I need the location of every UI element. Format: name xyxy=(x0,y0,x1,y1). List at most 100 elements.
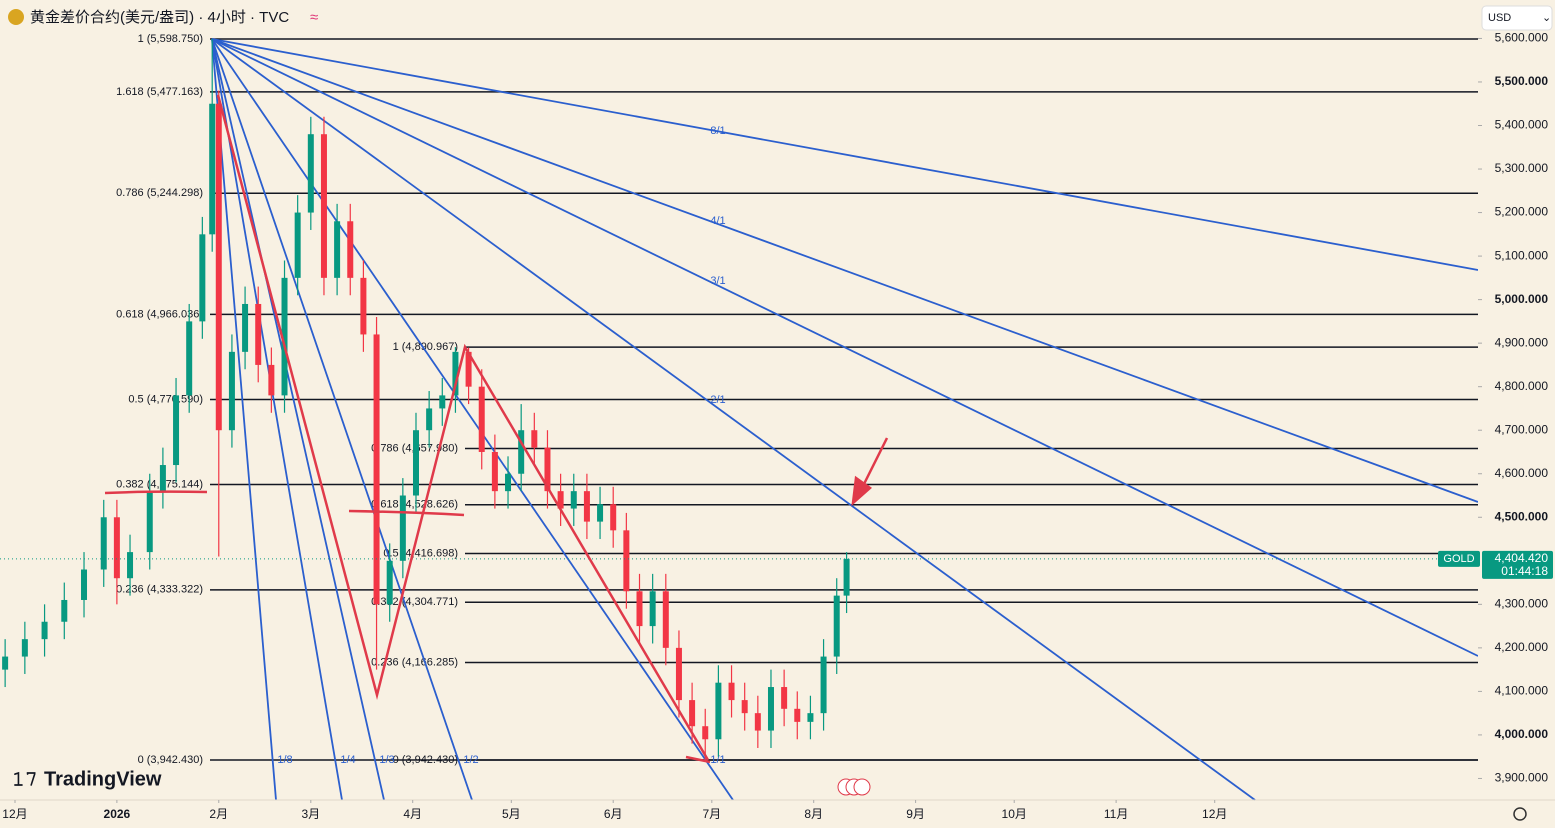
gann-label: 2/1 xyxy=(710,394,725,406)
candle-body xyxy=(794,708,801,722)
gann-label: 1/3 xyxy=(379,754,394,766)
candle-body xyxy=(843,558,850,596)
fib-label: 0 (3,942.430) xyxy=(393,754,458,766)
gann-label: 1/1 xyxy=(710,754,725,766)
candle-body xyxy=(767,687,774,731)
candle-body xyxy=(334,221,341,278)
y-tick-label: 4,500.000 xyxy=(1495,509,1549,523)
symbol-tag-label: GOLD xyxy=(1443,553,1474,565)
fib-label: 1.618 (5,477.163) xyxy=(116,86,203,98)
candle-body xyxy=(255,303,262,365)
candle-body xyxy=(675,647,682,701)
gann-label: 1/4 xyxy=(340,754,355,766)
settings-icon[interactable] xyxy=(1513,807,1527,821)
candle-body xyxy=(754,713,761,731)
fib-label: 0.236 (4,166.285) xyxy=(371,656,458,668)
fib-label: 1 (5,598.750) xyxy=(138,33,203,45)
candle-body xyxy=(242,303,249,352)
candle-body xyxy=(610,504,617,531)
fib-label: 0.382 (4,304.771) xyxy=(371,596,458,608)
gann-line xyxy=(211,38,385,801)
x-tick-label: 6月 xyxy=(604,807,623,821)
candle-body xyxy=(662,591,669,648)
red-zigzag xyxy=(216,94,710,761)
candle-body xyxy=(113,517,120,579)
currency-select[interactable] xyxy=(1481,5,1553,31)
candle-body xyxy=(728,682,735,701)
x-tick-label: 10月 xyxy=(1002,807,1027,821)
candle-body xyxy=(209,103,216,235)
candle-body xyxy=(360,277,367,335)
arrow xyxy=(860,437,889,489)
candle-body xyxy=(807,713,814,722)
candle-body xyxy=(518,430,525,474)
candle-body xyxy=(531,430,538,448)
y-tick-label: 4,700.000 xyxy=(1495,422,1549,436)
candle-body xyxy=(281,277,288,396)
fib-label: 0.5 (4,770.590) xyxy=(128,393,203,405)
candle-body xyxy=(715,682,722,740)
red-mark xyxy=(104,490,208,495)
x-tick-label: 8月 xyxy=(804,807,823,821)
fib-label: 0 (3,942.430) xyxy=(138,754,203,766)
candle-body xyxy=(173,395,180,466)
candle-body xyxy=(689,700,696,727)
candle-body xyxy=(199,234,206,322)
x-tick-label: 2月 xyxy=(209,807,228,821)
x-tick-label: 4月 xyxy=(403,807,422,821)
gann-line xyxy=(211,38,1256,801)
gann-label: 1/8 xyxy=(277,754,292,766)
candle-body xyxy=(347,221,354,278)
gann-label: 3/1 xyxy=(710,275,725,287)
candle-body xyxy=(544,447,551,492)
gann-label: 4/1 xyxy=(710,215,725,227)
candle-body xyxy=(505,473,512,492)
candle-body xyxy=(597,504,604,522)
x-tick-label: 7月 xyxy=(702,807,721,821)
brand: TradingView xyxy=(44,768,162,790)
gann-line xyxy=(211,38,734,801)
x-tick-label: 11月 xyxy=(1104,807,1128,821)
x-tick-label: 9月 xyxy=(906,807,925,821)
y-tick-label: 5,200.000 xyxy=(1495,205,1549,219)
dropdown-icon[interactable]: ⌄ xyxy=(1542,12,1551,24)
y-tick-label: 4,100.000 xyxy=(1495,684,1549,698)
candle-body xyxy=(399,495,406,561)
gann-line xyxy=(211,38,1479,503)
countdown-label: 01:44:18 xyxy=(1501,564,1548,578)
fib-label: 1 (4,890.967) xyxy=(393,341,458,353)
candle-body xyxy=(61,599,68,622)
x-tick-label: 2026 xyxy=(104,807,131,821)
fib-label: 0.618 (4,528.626) xyxy=(371,499,458,511)
price-tag-label: 4,404.420 xyxy=(1495,551,1549,565)
chart-title: 黄金差价合约(美元/盎司) · 4小时 · TVC xyxy=(30,9,289,26)
x-tick-label: 3月 xyxy=(301,807,320,821)
event-flag[interactable] xyxy=(853,778,871,796)
candle-body xyxy=(307,134,314,213)
currency-label[interactable]: USD xyxy=(1488,12,1511,24)
candle-body xyxy=(386,560,393,605)
plot-area: 1 (5,598.750) 1.618 (5,477.163) 0.786 (5,2… xyxy=(0,33,1479,801)
y-tick-label: 5,400.000 xyxy=(1495,118,1549,132)
annotations xyxy=(104,94,889,764)
candle-body xyxy=(636,591,643,627)
gann-line xyxy=(211,38,473,801)
y-tick-label: 4,000.000 xyxy=(1495,727,1549,741)
candle-body xyxy=(833,595,840,657)
candle-body xyxy=(426,408,433,431)
candle-body xyxy=(702,726,709,740)
symbol-icon xyxy=(8,9,24,25)
candle-body xyxy=(228,351,235,431)
x-tick-label: 5月 xyxy=(502,807,521,821)
fib-label: 0.5 (4,416.698) xyxy=(383,547,458,559)
red-mark xyxy=(348,509,465,517)
event-icons[interactable] xyxy=(837,778,871,796)
candle-body xyxy=(100,517,107,570)
fib-label: 0.618 (4,966.036) xyxy=(116,308,203,320)
candle-body xyxy=(41,621,48,640)
y-tick-label: 3,900.000 xyxy=(1495,771,1549,785)
gann-line xyxy=(211,38,277,801)
y-tick-label: 4,600.000 xyxy=(1495,466,1549,480)
logo-mark: 𝟷𝟽 xyxy=(12,768,38,790)
